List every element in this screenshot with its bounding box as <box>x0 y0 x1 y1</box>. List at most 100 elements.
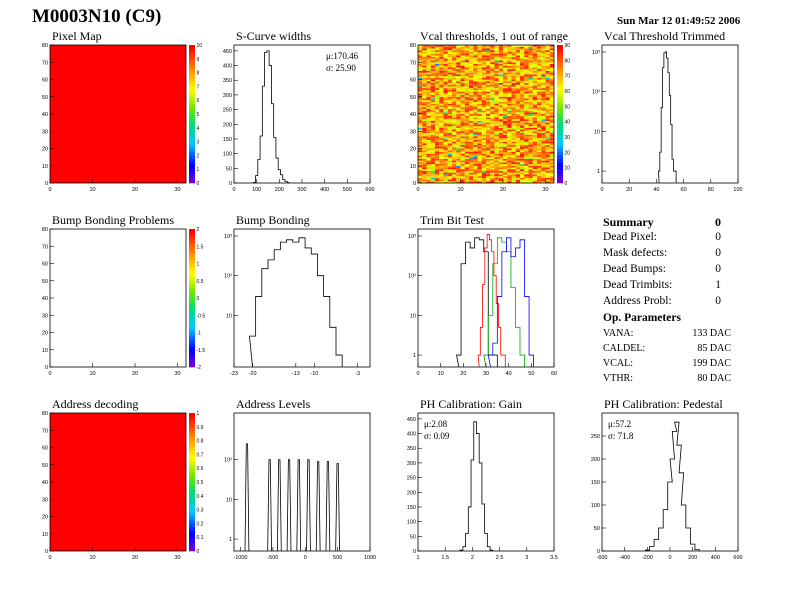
heatmap-cell <box>532 145 538 147</box>
heatmap-cell <box>507 100 512 102</box>
heatmap-cell <box>426 181 431 184</box>
heatmap-cell <box>545 174 550 177</box>
heatmap-cell <box>481 177 487 180</box>
heatmap-cell <box>520 45 525 47</box>
palette-swatch <box>189 165 195 170</box>
y-tick-label: 40 <box>42 296 48 302</box>
heatmap-cell <box>477 76 482 78</box>
heatmap-cell <box>515 145 521 147</box>
heatmap-cell <box>447 103 453 106</box>
heatmap-cell <box>435 108 440 111</box>
heatmap-cell <box>545 155 550 158</box>
heatmap-cell <box>464 48 470 51</box>
heatmap-cell <box>498 58 504 61</box>
heatmap-cell <box>494 181 499 184</box>
heatmap-cell <box>418 103 423 106</box>
heatmap-cell <box>447 172 453 175</box>
heatmap-cell <box>435 72 440 75</box>
heatmap-cell <box>520 177 525 180</box>
heatmap-cell <box>503 67 508 70</box>
heatmap-cell <box>486 50 491 52</box>
heatmap-cell <box>515 122 521 125</box>
heatmap-cell <box>511 84 516 87</box>
heatmap-cell <box>456 126 461 128</box>
plot-frame <box>233 412 371 552</box>
heatmap-cell <box>515 58 521 61</box>
heatmap-cell <box>447 165 453 168</box>
palette-swatch <box>189 176 195 180</box>
heatmap-cell <box>545 119 550 121</box>
heatmap-cell <box>498 98 504 101</box>
heatmap-cell <box>418 65 423 68</box>
heatmap-cell <box>537 160 542 163</box>
histogram <box>458 421 494 552</box>
heatmap-cell <box>541 51 546 54</box>
heatmap-cell <box>456 165 461 168</box>
heatmap-cell <box>545 95 550 97</box>
palette-tick-label: 2 <box>197 153 200 159</box>
heatmap-cell <box>494 70 499 73</box>
heatmap-cell <box>515 157 521 159</box>
heatmap-cell <box>447 155 453 158</box>
heatmap-cell <box>418 69 423 71</box>
heatmap-cell <box>528 136 533 139</box>
heatmap-cell <box>456 153 461 156</box>
heatmap-cell <box>452 81 457 83</box>
heatmap-cell <box>430 150 436 152</box>
heatmap-cell <box>507 45 512 47</box>
heatmap-cell <box>473 48 478 51</box>
heatmap-cell <box>549 172 555 175</box>
heatmap-cell <box>418 141 423 144</box>
heatmap-cell <box>541 45 546 47</box>
heatmap-cell <box>503 112 508 115</box>
x-tick-label: -200 <box>642 555 653 561</box>
heatmap-cell <box>456 79 461 82</box>
heatmap-cell <box>469 89 474 92</box>
heatmap-cell <box>545 50 550 52</box>
heatmap-cell <box>447 162 453 165</box>
heatmap-cell <box>447 160 453 163</box>
heatmap-cell <box>524 53 529 56</box>
palette-swatch <box>189 325 195 330</box>
heatmap-cell <box>545 77 550 80</box>
heatmap-cell <box>541 55 546 58</box>
heatmap-cell <box>422 100 427 102</box>
heatmap-cell <box>498 169 504 171</box>
heatmap-cell <box>469 165 474 168</box>
heatmap-cell <box>490 143 495 146</box>
x-tick-label: -20 <box>249 371 257 377</box>
heatmap-cell <box>422 148 427 151</box>
stat-mean: μ:57.2 <box>608 419 631 429</box>
heatmap-cell <box>460 122 465 125</box>
heatmap-cell <box>435 174 440 177</box>
y-tick-label: 30 <box>42 129 48 135</box>
heatmap-cell <box>503 88 508 90</box>
heatmap-cell <box>426 53 431 56</box>
heatmap-cell <box>473 131 478 134</box>
heatmap-cell <box>498 53 504 56</box>
heatmap-cell <box>452 55 457 58</box>
heatmap-cell <box>469 108 474 111</box>
heatmap-cell <box>498 81 504 83</box>
heatmap-cell <box>452 176 457 178</box>
y-tick-label: 150 <box>591 480 600 486</box>
heatmap-cell <box>511 164 516 166</box>
heatmap-cell <box>418 119 423 121</box>
heatmap-cell <box>511 110 516 113</box>
palette-swatch <box>189 131 195 135</box>
heatmap-cell <box>435 70 440 73</box>
y-tick-label: 50 <box>410 534 416 540</box>
heatmap-cell <box>515 160 521 163</box>
palette-swatch <box>189 155 195 160</box>
heatmap-cell <box>456 141 461 144</box>
heatmap-cell <box>528 84 533 87</box>
heatmap-cell <box>498 89 504 92</box>
heatmap-cell <box>456 51 461 54</box>
heatmap-cell <box>426 145 431 147</box>
heatmap-cell <box>439 132 444 135</box>
palette-swatch <box>189 523 195 528</box>
heatmap-cell <box>439 169 444 171</box>
heatmap-cell <box>464 110 470 113</box>
heatmap-cell <box>528 62 533 65</box>
heatmap-cell <box>426 79 431 82</box>
